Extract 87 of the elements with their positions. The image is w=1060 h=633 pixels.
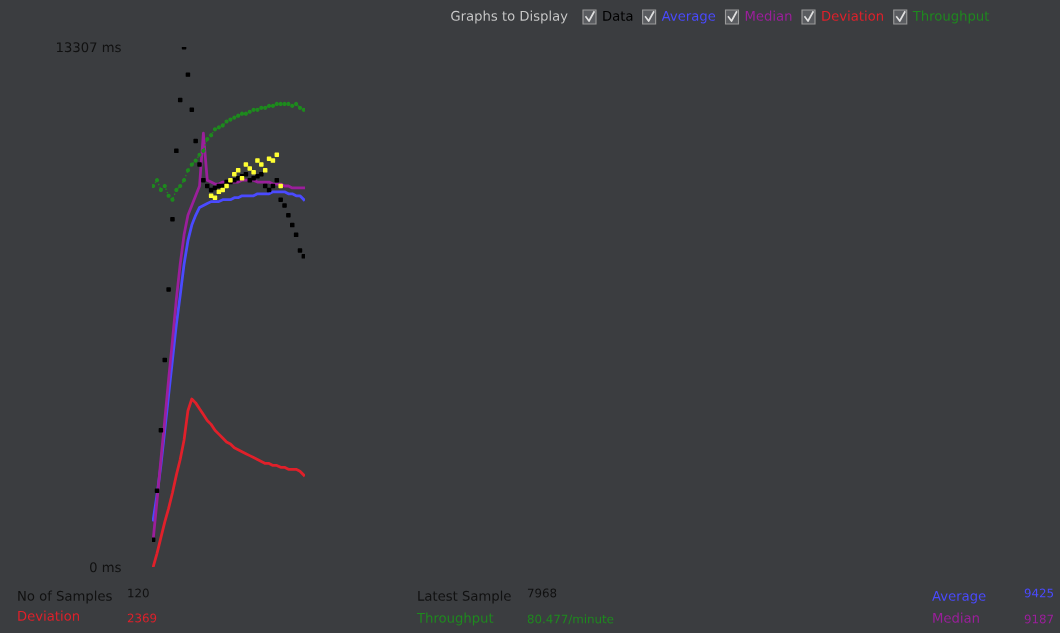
point: [263, 105, 268, 110]
point: [193, 138, 198, 144]
point: [189, 162, 194, 167]
point: [201, 177, 206, 183]
point: [278, 197, 283, 202]
point: [251, 170, 256, 175]
point: [243, 111, 248, 116]
point: [290, 103, 295, 108]
point: [197, 162, 202, 167]
point: [243, 162, 249, 167]
point: [152, 183, 156, 189]
point: [232, 172, 237, 177]
point: [201, 148, 206, 153]
point: [274, 101, 279, 107]
text: Average: [932, 591, 986, 604]
point: [270, 158, 276, 163]
point: [247, 166, 252, 171]
point: [158, 187, 163, 192]
point: [152, 537, 156, 542]
line-series: [152, 397, 305, 567]
text: Throughput: [912, 10, 990, 24]
text: Median: [933, 612, 979, 623]
legend-title: Graphs to Display: [451, 10, 568, 24]
point: [297, 248, 303, 253]
point: [243, 172, 249, 177]
point: [282, 101, 287, 107]
text: 2369: [127, 613, 157, 623]
point: [220, 123, 225, 128]
text: Throughput: [416, 612, 494, 626]
point: [205, 137, 210, 142]
point: [216, 125, 221, 130]
text: 80.477/minute: [527, 614, 614, 625]
point: [247, 109, 252, 114]
point: [166, 193, 171, 198]
text: Data: [603, 11, 633, 21]
point: [228, 117, 233, 122]
point: [278, 183, 283, 189]
point: [212, 195, 218, 200]
point: [236, 113, 241, 118]
point: [278, 101, 283, 107]
point: [185, 168, 191, 173]
point: [220, 187, 225, 193]
point: [209, 133, 214, 138]
point: [251, 175, 256, 181]
point: [297, 105, 303, 110]
point: [185, 72, 191, 77]
point: [270, 103, 276, 108]
point: [262, 168, 268, 173]
text: Median: [745, 10, 792, 21]
point: [301, 107, 305, 112]
point: [251, 107, 256, 112]
point: [255, 158, 260, 163]
text: Average: [661, 11, 716, 24]
point: [266, 156, 272, 161]
text: 9187: [1024, 614, 1054, 624]
point: [181, 178, 187, 183]
point: [224, 183, 229, 189]
point: [197, 152, 202, 157]
point: [286, 101, 291, 107]
point: [162, 183, 167, 189]
point: [166, 287, 171, 292]
point: [286, 213, 291, 218]
point: [259, 172, 264, 177]
text: 9425: [1024, 588, 1054, 598]
point: [193, 158, 198, 163]
point: [178, 183, 183, 189]
point: [282, 203, 287, 208]
point: [224, 119, 229, 124]
point: [274, 152, 280, 157]
point: [301, 254, 305, 259]
point: [235, 168, 241, 173]
point: [294, 101, 299, 107]
point: [174, 187, 179, 192]
point: [232, 115, 237, 120]
point: [154, 178, 160, 183]
point: [255, 107, 260, 112]
point: [170, 216, 175, 222]
point: [212, 127, 218, 132]
point: [170, 197, 175, 202]
point: [259, 162, 264, 167]
text: Deviation: [18, 610, 79, 621]
point: [239, 111, 245, 116]
point: [255, 173, 260, 179]
text: Deviation: [822, 10, 883, 21]
point: [174, 148, 179, 154]
point: [266, 103, 272, 108]
point: [259, 105, 264, 110]
